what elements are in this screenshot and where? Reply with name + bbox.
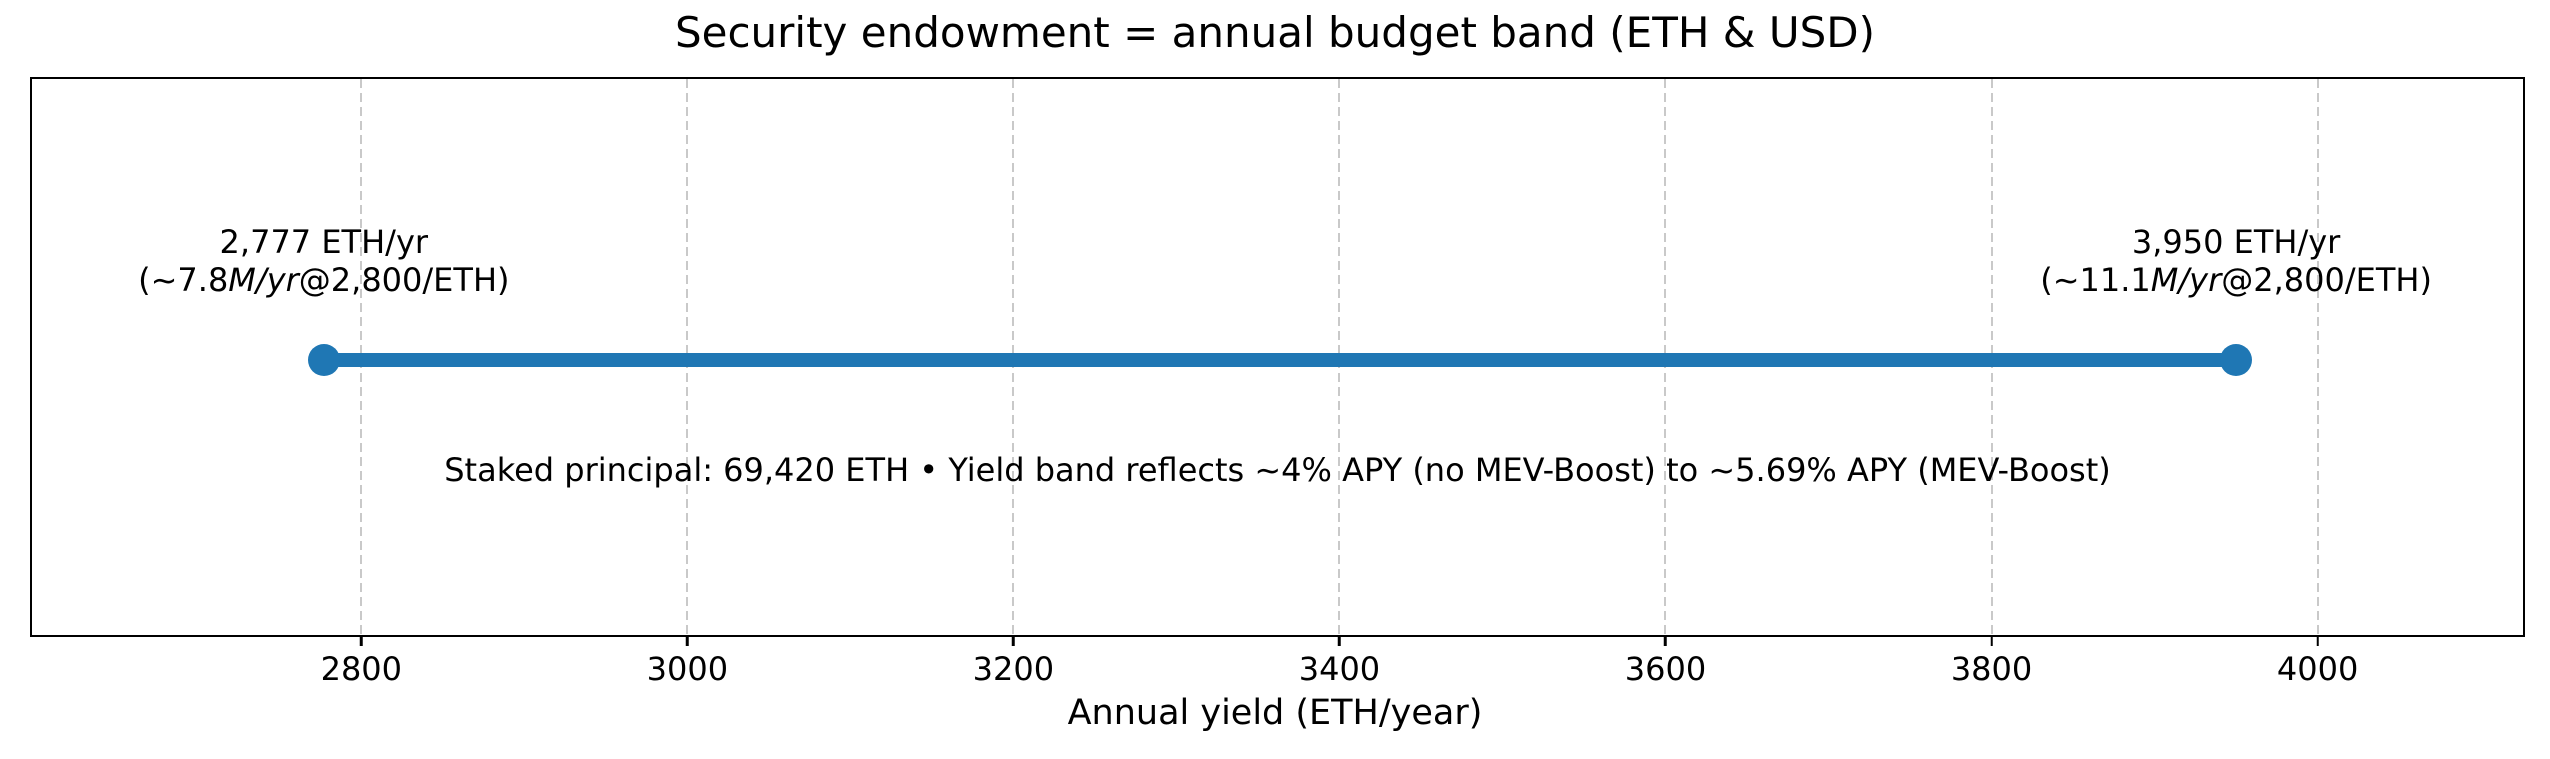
budget-band-line — [323, 353, 2237, 367]
annotation-left-line2: (~7.8M/yr@2,800/ETH) — [138, 261, 509, 299]
annotation-right: 3,950 ETH/yr (~11.1M/yr@2,800/ETH) — [2040, 223, 2432, 299]
x-tick-mark — [2316, 635, 2319, 646]
annotation-right-line1: 3,950 ETH/yr — [2131, 223, 2341, 261]
x-tick-label: 4000 — [2276, 650, 2359, 688]
x-tick-label: 3600 — [1624, 650, 1707, 688]
x-tick-mark — [686, 635, 689, 646]
annotation-left: 2,777 ETH/yr (~7.8M/yr@2,800/ETH) — [138, 223, 509, 299]
annotation-left-line2-pre: (~7.8 — [138, 261, 229, 299]
annotation-right-line2-post: @2,800/ETH) — [2221, 261, 2432, 299]
annotation-right-line2-pre: (~11.1 — [2040, 261, 2151, 299]
plot-area: 2,777 ETH/yr (~7.8M/yr@2,800/ETH) 3,950 … — [30, 77, 2525, 686]
x-tick-label: 3800 — [1950, 650, 2033, 688]
annotation-right-line2-italic: M/yr — [2150, 261, 2222, 299]
annotation-left-line1: 2,777 ETH/yr — [219, 223, 429, 261]
x-tick-label: 3400 — [1298, 650, 1381, 688]
x-tick-label: 2800 — [320, 650, 403, 688]
annotation-left-line2-italic: M/yr — [228, 261, 299, 299]
band-endpoint-marker-right — [2220, 344, 2253, 376]
band-endpoint-marker-left — [307, 344, 340, 376]
x-tick-label: 3200 — [972, 650, 1055, 688]
chart-title: Security endowment = annual budget band … — [674, 8, 1876, 57]
annotation-right-line2: (~11.1M/yr@2,800/ETH) — [2040, 261, 2432, 299]
gridline — [2316, 79, 2319, 635]
annotation-staked-principal: Staked principal: 69,420 ETH • Yield ban… — [444, 451, 2111, 489]
x-tick-mark — [360, 635, 363, 646]
x-tick-mark — [1012, 635, 1015, 646]
annotation-left-line2-post: @2,800/ETH) — [298, 261, 510, 299]
x-tick-mark — [1338, 635, 1341, 646]
x-tick-label: 3000 — [646, 650, 729, 688]
x-tick-mark — [1664, 635, 1667, 646]
x-axis-label: Annual yield (ETH/year) — [1067, 693, 1483, 733]
x-tick-mark — [1990, 635, 1993, 646]
